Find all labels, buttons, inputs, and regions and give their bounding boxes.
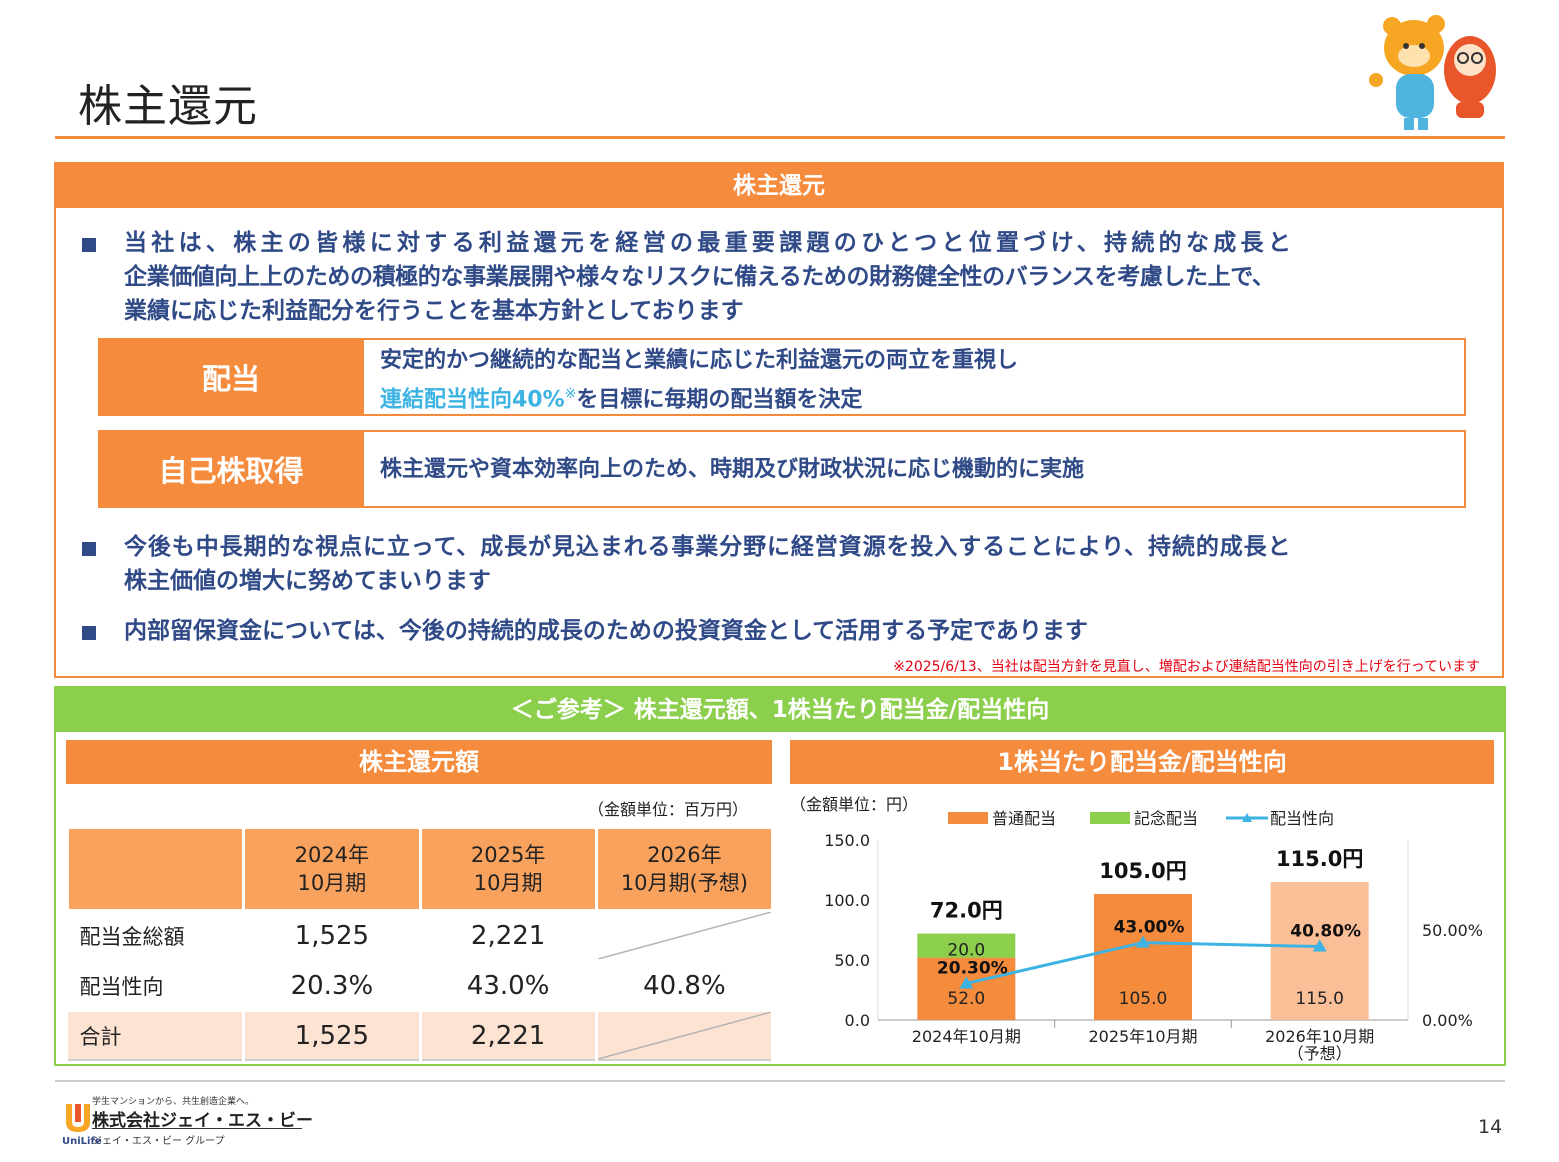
unilife-logo-icon	[66, 1104, 90, 1132]
company-name-rule	[92, 1128, 302, 1129]
bar-total-label: 105.0円	[1099, 859, 1186, 883]
bar-total-label: 72.0円	[930, 899, 1003, 923]
bar-value-label: 52.0	[947, 989, 985, 1009]
payout-ratio-point	[1136, 935, 1150, 948]
shareholder-return-table: 2024年 10月期 2025年 10月期 2026年 10月期(予想) 配当金総額 …	[65, 826, 775, 1061]
table-cell: 1,525	[242, 1009, 422, 1061]
chart-unit-label: （金額単位：円）	[790, 795, 918, 814]
row-label: 配当金総額	[67, 909, 246, 962]
dividend-chart: （金額単位：円） 普通配当 記念配当 配当性向 0.0 50.0 100.0 150.0 0.0…	[790, 795, 1483, 1063]
table-cell: 2,221	[418, 1009, 598, 1061]
dividend-text-line-1: 安定的かつ継続的な配当と業績に応じた利益還元の両立を重視し	[380, 348, 1019, 373]
table-cell: 2,221	[418, 909, 598, 962]
table-cell: 20.3%	[242, 959, 422, 1012]
payout-ratio-label: 40.80%	[1290, 922, 1361, 942]
bar-value-label: 20.0	[947, 941, 985, 961]
bar-value-label: 115.0	[1295, 989, 1344, 1009]
table-cell: 1,525	[242, 909, 422, 962]
column-year: 2025年	[470, 843, 546, 867]
payout-ratio-point	[959, 976, 974, 989]
shareholder-return-section: 株主還元 当社は、株主の皆様に対する利益還元を経営の最重要課題のひとつと位置づけ…	[54, 162, 1504, 678]
column-period: 10月期	[297, 871, 367, 895]
policy-line-2: 企業価値向上上のための積極的な事業展開や様々なリスクに備えるための財務健全性のバ…	[124, 264, 1275, 290]
column-year: 2024年	[294, 843, 370, 867]
y-right-tick-label: 0.00%	[1422, 1011, 1473, 1030]
legend-swatch	[948, 812, 988, 824]
bar-regular-dividend	[1094, 894, 1192, 1020]
reference-header: ＜ご参考＞ 株主還元額、1株当たり配当金/配当性向	[56, 688, 1504, 732]
company-group: ジェイ・エス・ビー グループ	[92, 1136, 225, 1147]
column-header: 2024年 10月期	[242, 826, 422, 912]
y-tick-label: 150.0	[824, 831, 870, 850]
return-amount-title: 株主還元額	[66, 740, 772, 784]
legend-swatch	[1090, 812, 1130, 824]
title-rule	[55, 136, 1505, 139]
table-row: 配当金総額 1,525 2,221	[67, 909, 775, 962]
growth-line-1: 今後も中長期的な視点に立って、成長が見込まれる事業分野に経営資源を投入することに…	[124, 534, 1292, 560]
buyback-label: 自己株取得	[98, 430, 364, 508]
mascot-illustration	[1369, 15, 1496, 130]
legend-label: 配当性向	[1270, 809, 1334, 828]
legend-label: 普通配当	[992, 809, 1056, 828]
y-tick-label: 100.0	[824, 891, 870, 910]
bar-total-label: 115.0円	[1276, 847, 1363, 871]
table-corner-cell	[65, 826, 246, 912]
reference-section: ＜ご参考＞ 株主還元額、1株当たり配当金/配当性向 株主還元額 1株当たり配当金…	[54, 686, 1506, 1066]
legend-marker	[1242, 813, 1252, 822]
column-header: 2026年 10月期(予想)	[594, 826, 775, 912]
x-tick-label: 2025年10月期	[1088, 1027, 1197, 1046]
x-tick-label: 2026年10月期	[1265, 1027, 1374, 1046]
x-tick-label: （予想）	[1288, 1044, 1352, 1063]
row-label: 配当性向	[67, 959, 246, 1012]
page-number: 14	[1478, 1116, 1503, 1138]
column-period: 10月期	[473, 871, 543, 895]
policy-revision-footnote: ※2025/6/13、当社は配当方針を見直し、増配および連結配当性向の引き上げを…	[893, 659, 1480, 675]
bullet-icon	[82, 626, 96, 640]
table-unit-label: （金額単位：百万円）	[588, 800, 749, 819]
dividend-text-rest: を目標に毎期の配当額を決定	[576, 387, 863, 413]
table-total-row: 合計 1,525 2,221	[67, 1009, 775, 1061]
policy-line-1: 当社は、株主の皆様に対する利益還元を経営の最重要課題のひとつと位置づけ、持続的な…	[124, 230, 1296, 256]
diagonal-empty-cell	[595, 909, 775, 962]
bar-regular-dividend	[917, 957, 1016, 1020]
footer-rule	[55, 1080, 1505, 1082]
column-period: 10月期(予想)	[620, 871, 748, 895]
section-header: 株主還元	[56, 164, 1502, 208]
y-right-tick-label: 50.00%	[1422, 921, 1483, 940]
logo-wordmark: UniLife	[62, 1136, 102, 1147]
diagonal-empty-cell	[595, 1009, 775, 1061]
column-header: 2025年 10月期	[418, 826, 598, 912]
row-label: 合計	[67, 1009, 246, 1061]
retained-earnings-line: 内部留保資金については、今後の持続的成長のための投資資金として活用する予定であり…	[124, 618, 1088, 644]
dividend-text-line-2: 連結配当性向40%※を目標に毎期の配当額を決定	[380, 378, 862, 416]
table-header-row: 2024年 10月期 2025年 10月期 2026年 10月期(予想)	[65, 826, 775, 912]
bullet-icon	[82, 542, 96, 556]
x-tick-label: 2024年10月期	[912, 1027, 1021, 1046]
bar-commemorative-dividend	[917, 933, 1016, 958]
y-tick-label: 0.0	[845, 1011, 870, 1030]
legend-label: 記念配当	[1134, 809, 1198, 828]
payout-ratio-label: 20.30%	[937, 958, 1008, 978]
dividend-label: 配当	[98, 338, 364, 416]
footnote-mark: ※	[564, 386, 577, 402]
y-tick-label: 50.0	[834, 951, 870, 970]
column-year: 2026年	[647, 843, 722, 867]
company-name: 株式会社ジェイ・エス・ビー	[92, 1111, 313, 1131]
dividend-policy-row: 配当 安定的かつ継続的な配当と業績に応じた利益還元の両立を重視し 連結配当性向4…	[98, 338, 1466, 416]
buyback-text: 株主還元や資本効率向上のため、時期及び財政状況に応じ機動的に実施	[380, 457, 1085, 482]
table-row: 配当性向 20.3% 43.0% 40.8%	[67, 959, 775, 1012]
payout-ratio-point	[1312, 939, 1327, 952]
table-cell: 40.8%	[595, 959, 775, 1012]
growth-line-2: 株主価値の増大に努めてまいります	[124, 568, 491, 594]
bar-value-label: 105.0	[1119, 989, 1168, 1009]
buyback-policy-row: 自己株取得 株主還元や資本効率向上のため、時期及び財政状況に応じ機動的に実施	[98, 430, 1466, 508]
company-tagline: 学生マンションから、共生創造企業へ。	[92, 1097, 255, 1107]
page-title: 株主還元	[78, 81, 258, 132]
bullet-icon	[82, 238, 96, 252]
dps-payout-title: 1株当たり配当金/配当性向	[790, 740, 1494, 784]
policy-line-3: 業績に応じた利益配分を行うことを基本方針としております	[124, 298, 744, 324]
payout-target-highlight: 連結配当性向40%	[380, 387, 565, 413]
payout-ratio-label: 43.00%	[1114, 918, 1185, 938]
table-cell: 43.0%	[418, 959, 598, 1012]
